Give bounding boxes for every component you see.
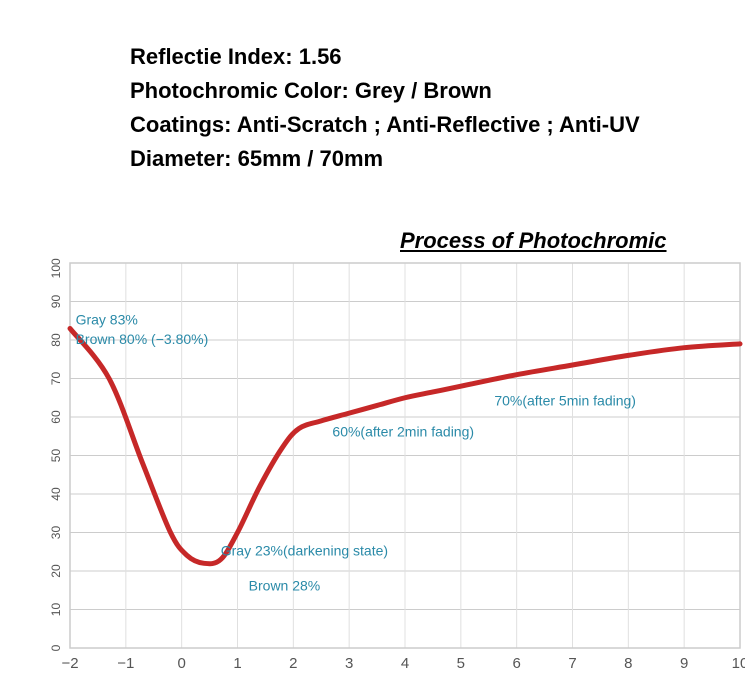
xtick-label: 6 [512, 655, 520, 672]
ytick-label: 20 [49, 564, 63, 578]
xtick-label: −1 [117, 655, 134, 672]
spec-line: Diameter: 65mm / 70mm [130, 142, 640, 176]
chart-annotation: Brown 28% [249, 577, 321, 593]
ytick-label: 40 [49, 487, 63, 501]
chart-annotation: 60%(after 2min fading) [332, 423, 474, 439]
xtick-label: 0 [177, 655, 185, 672]
spec-line: Reflectie Index: 1.56 [130, 40, 640, 74]
ytick-label: 30 [49, 526, 63, 540]
chart-annotation: 70%(after 5min fading) [494, 392, 636, 408]
ytick-label: 50 [49, 449, 63, 463]
spec-list: Reflectie Index: 1.56 Photochromic Color… [130, 40, 640, 176]
chart-annotation: Gray 23%(darkening state) [221, 543, 388, 559]
xtick-label: 9 [680, 655, 688, 672]
xtick-label: 10 [732, 655, 745, 672]
ytick-label: 60 [49, 410, 63, 424]
ytick-label: 0 [49, 644, 63, 651]
xtick-label: 1 [233, 655, 241, 672]
spec-line: Photochromic Color: Grey / Brown [130, 74, 640, 108]
chart-annotation: Brown 80% (−3.80%) [76, 331, 209, 347]
ytick-label: 70 [49, 372, 63, 386]
xtick-label: 3 [345, 655, 353, 672]
chart-svg: 0 10 20 30 40 50 60 70 80 90 100% −2 −1 0 1 2 3 4 5 6 7 8 9 10 G… [30, 258, 745, 678]
ytick-label: 100% [49, 258, 63, 278]
ytick-label: 90 [49, 295, 63, 309]
spec-line: Coatings: Anti-Scratch ; Anti-Reflective… [130, 108, 640, 142]
xtick-label: 4 [401, 655, 409, 672]
xtick-label: 2 [289, 655, 297, 672]
ytick-label: 80 [49, 333, 63, 347]
xtick-label: 5 [457, 655, 465, 672]
chart-title: Process of Photochromic [400, 228, 667, 254]
chart-annotation: Gray 83% [76, 312, 138, 328]
xtick-label: 8 [624, 655, 632, 672]
xtick-label: 7 [568, 655, 576, 672]
xtick-label: −2 [61, 655, 78, 672]
photochromic-chart: 0 10 20 30 40 50 60 70 80 90 100% −2 −1 0 1 2 3 4 5 6 7 8 9 10 G… [30, 258, 745, 678]
ytick-label: 10 [49, 603, 63, 617]
